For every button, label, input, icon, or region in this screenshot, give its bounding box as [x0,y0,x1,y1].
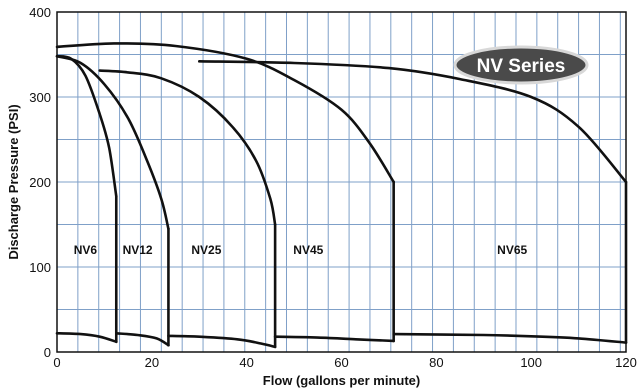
series-badge-label: NV Series [477,56,566,77]
y-tick-label: 200 [29,175,51,190]
series-upper-curve [55,42,395,184]
x-tick-label: 80 [429,355,443,370]
x-tick-label: 40 [239,355,253,370]
region-label-nv65: NV65 [497,243,527,257]
region-label-nv45: NV45 [293,243,323,257]
series-lower-curve [392,332,628,344]
y-tick-label: 0 [44,345,51,360]
x-axis-title: Flow (gallons per minute) [263,373,420,388]
series-badge: NV Series [453,45,589,85]
series-upper-curve [55,54,170,231]
series-lower-curve [167,334,277,349]
series-nv25 [98,69,277,349]
series-upper-curve [98,69,277,226]
y-tick-label: 100 [29,260,51,275]
series-nv65 [198,60,628,344]
y-axis-title: Discharge Pressure (PSI) [6,104,21,259]
series-lower-curve [273,335,395,343]
axis-ticks: 0 20 40 60 80 100 120 0 100 200 300 400 [29,5,637,370]
grid-lines [57,12,626,352]
series-upper-curve [55,54,118,198]
series-nv6 [55,54,118,344]
x-tick-label: 20 [145,355,159,370]
series-lower-curve [55,332,118,344]
x-tick-label: 100 [520,355,542,370]
pump-curves [55,42,628,349]
series-badge-shape [453,45,589,85]
region-labels: NV6 NV12 NV25 NV45 NV65 [74,243,528,257]
region-label-nv25: NV25 [191,243,221,257]
y-tick-label: 300 [29,90,51,105]
series-nv45 [55,42,395,343]
region-label-nv6: NV6 [74,243,98,257]
x-tick-label: 0 [53,355,60,370]
region-label-nv12: NV12 [123,243,153,257]
x-tick-label: 120 [615,355,637,370]
y-tick-label: 400 [29,5,51,20]
series-lower-curve [115,332,170,347]
series-nv12 [55,54,170,347]
series-upper-curve [198,60,628,184]
x-tick-label: 60 [334,355,348,370]
